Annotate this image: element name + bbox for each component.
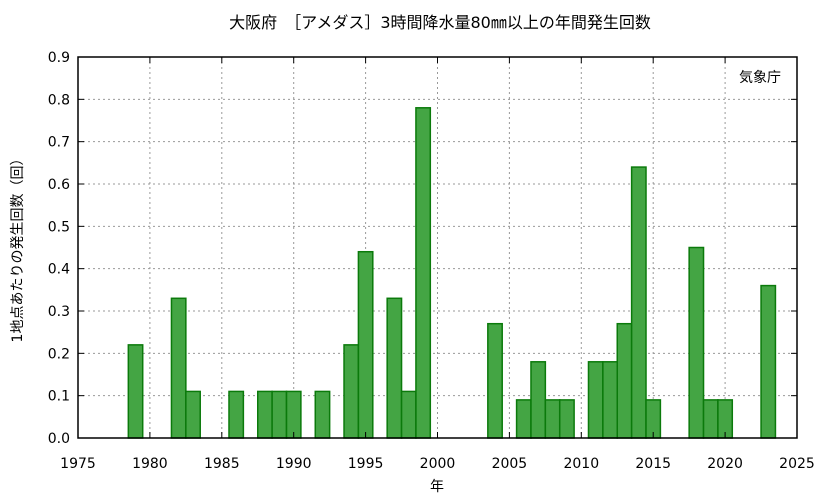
bar-1988	[257, 390, 273, 439]
y-tick-label: 0.4	[48, 262, 70, 278]
bar-2013	[616, 322, 633, 439]
bar-1989	[271, 390, 288, 439]
bar-1994	[343, 344, 360, 439]
x-tick-label: 2020	[707, 456, 743, 472]
x-axis-label: 年	[430, 479, 444, 495]
bar-2006	[515, 399, 532, 439]
grid-lines	[78, 57, 797, 438]
bar-2011	[587, 361, 604, 439]
bar-2023	[760, 284, 777, 439]
bar-1997	[386, 297, 403, 439]
y-tick-label: 0.0	[48, 431, 70, 447]
y-tick-label: 0.9	[48, 50, 70, 66]
bar-2009	[558, 399, 575, 439]
y-axis-label: 1地点あたりの発生回数（回）	[10, 152, 26, 343]
y-tick-label: 0.5	[48, 219, 70, 235]
x-tick-label: 2015	[635, 456, 671, 472]
bar-2014	[630, 166, 647, 439]
bar-2004	[487, 322, 503, 439]
bar-1999	[415, 107, 432, 439]
x-tick-label: 2005	[492, 456, 528, 472]
y-tick-label: 0.3	[48, 304, 70, 320]
bar-2019	[702, 399, 719, 439]
y-tick-label: 0.8	[48, 92, 70, 108]
bars	[127, 107, 777, 439]
x-tick-label: 1990	[276, 456, 312, 472]
bar-2008	[544, 399, 561, 439]
x-tick-label: 2000	[420, 456, 456, 472]
bar-1979	[127, 344, 144, 439]
source-annotation: 気象庁	[739, 70, 781, 86]
x-tick-label: 1995	[348, 456, 384, 472]
y-tick-label: 0.6	[48, 177, 70, 193]
x-tick-label: 2010	[563, 456, 599, 472]
x-tick-label: 1985	[204, 456, 240, 472]
bar-1986	[228, 390, 245, 439]
x-axis-ticks: 1975 1980 1985 1990 1995 2000 2005 2010 2015 2020…	[60, 57, 815, 472]
x-tick-label: 2025	[779, 456, 815, 472]
bar-2007	[530, 361, 547, 439]
chart-title: 大阪府 ［アメダス］3時間降水量80㎜以上の年間発生回数	[229, 13, 651, 32]
bar-1992	[314, 390, 331, 439]
bar-1990	[285, 390, 302, 439]
x-tick-label: 1980	[132, 456, 168, 472]
y-tick-label: 0.7	[48, 135, 70, 151]
bar-2018	[688, 246, 705, 439]
y-tick-label: 0.1	[48, 389, 70, 405]
y-tick-label: 0.2	[48, 346, 70, 362]
bar-1982	[170, 297, 187, 439]
bar-2012	[602, 361, 618, 439]
bar-1983	[185, 390, 201, 439]
x-tick-label: 1975	[60, 456, 96, 472]
bar-1998	[400, 390, 417, 439]
y-axis-ticks: 0.0 0.1 0.2 0.3 0.4 0.5 0.6 0.7 0.8 0.9	[48, 50, 797, 447]
bar-1995	[357, 250, 374, 439]
